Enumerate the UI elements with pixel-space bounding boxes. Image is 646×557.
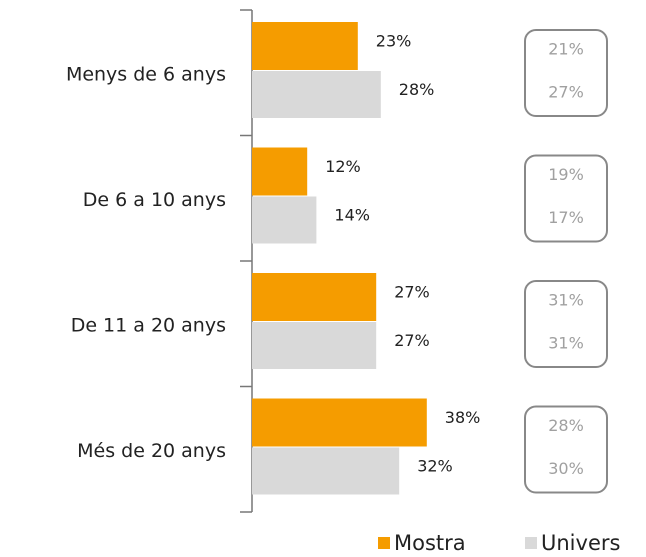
value-label: 14% bbox=[334, 206, 370, 225]
category-label: De 11 a 20 anys bbox=[71, 315, 226, 337]
legend-swatch bbox=[525, 537, 537, 549]
category-label: Més de 20 anys bbox=[77, 440, 226, 462]
comparison-value: 31% bbox=[548, 291, 584, 310]
value-label: 38% bbox=[445, 408, 481, 427]
bar bbox=[252, 147, 308, 196]
comparison-value: 31% bbox=[548, 334, 584, 353]
legend-swatch bbox=[378, 537, 390, 549]
category-label: De 6 a 10 anys bbox=[83, 189, 226, 211]
value-label: 23% bbox=[376, 32, 412, 51]
legend-label: Mostra bbox=[394, 531, 466, 555]
value-label: 27% bbox=[394, 331, 430, 350]
comparison-value: 21% bbox=[548, 40, 584, 59]
value-label: 32% bbox=[417, 457, 453, 476]
bar bbox=[252, 322, 377, 369]
comparison-box bbox=[524, 280, 608, 368]
value-label: 28% bbox=[399, 80, 435, 99]
comparison-box bbox=[524, 154, 608, 243]
bar bbox=[252, 196, 317, 244]
legend-label: Univers bbox=[541, 531, 620, 555]
comparison-value: 17% bbox=[548, 208, 584, 227]
comparison-box bbox=[524, 29, 608, 117]
comparison-value: 30% bbox=[548, 459, 584, 478]
value-label: 12% bbox=[325, 157, 361, 176]
bar bbox=[252, 398, 427, 447]
bar bbox=[252, 273, 377, 321]
category-label: Menys de 6 anys bbox=[66, 64, 226, 86]
comparison-value: 27% bbox=[548, 83, 584, 102]
bar bbox=[252, 447, 400, 495]
comparison-value: 28% bbox=[548, 416, 584, 435]
comparison-box bbox=[524, 405, 608, 494]
bar bbox=[252, 22, 358, 70]
comparison-value: 19% bbox=[548, 165, 584, 184]
value-label: 27% bbox=[394, 283, 430, 302]
bar bbox=[252, 71, 381, 118]
